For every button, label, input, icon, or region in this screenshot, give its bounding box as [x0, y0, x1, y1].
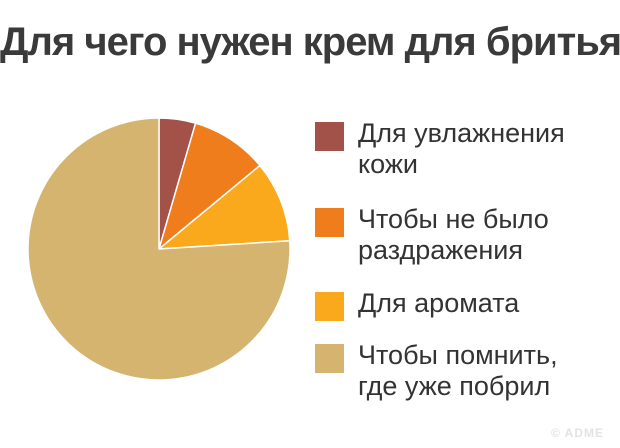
legend-item-remember: Чтобы помнить, где уже побрил [315, 340, 588, 402]
pie-slice-2 [156, 164, 291, 250]
pie-slice-1 [157, 122, 261, 252]
legend-label: Чтобы не было раздражения [358, 204, 549, 265]
pie-slice-3 [27, 117, 291, 381]
chart-title: Для чего нужен крем для бритья [0, 20, 620, 64]
legend-label: Для увлажнения кожи [358, 118, 565, 179]
legend-swatch [315, 292, 344, 321]
legend-swatch [315, 122, 344, 151]
legend-label: Чтобы помнить, где уже побрил [358, 340, 558, 401]
legend-item-aroma: Для аромата [315, 288, 588, 321]
legend-swatch [315, 344, 344, 373]
watermark: © ADME [550, 426, 604, 440]
legend-label: Для аромата [358, 288, 520, 318]
legend-swatch [315, 208, 344, 237]
legend-item-irritation: Чтобы не было раздражения [315, 204, 588, 266]
legend-item-moisturizing: Для увлажнения кожи [315, 118, 588, 180]
